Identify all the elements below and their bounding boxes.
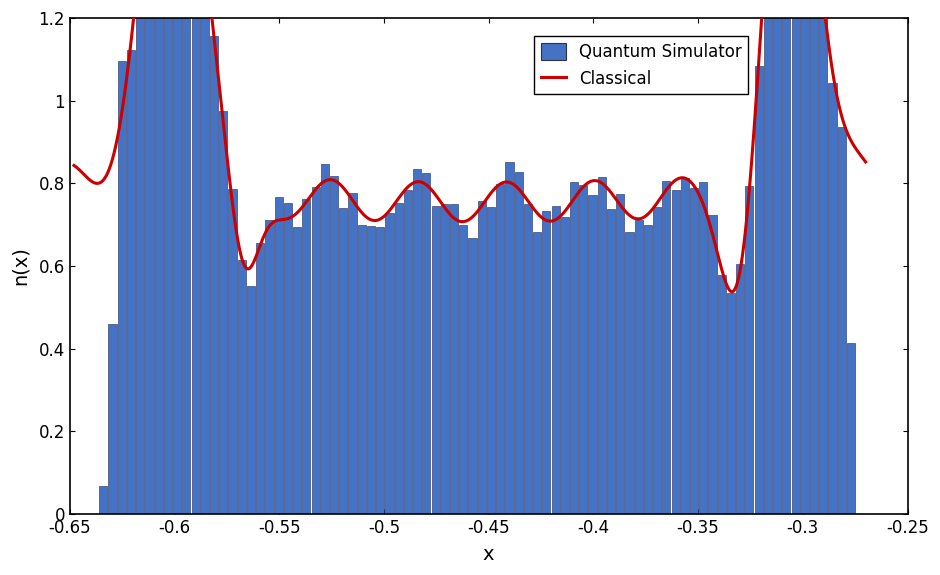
X-axis label: x: x: [483, 545, 494, 564]
Bar: [506, 162, 513, 513]
Bar: [736, 263, 744, 513]
Bar: [136, 0, 145, 513]
Bar: [653, 208, 661, 513]
Bar: [404, 190, 412, 513]
Bar: [210, 36, 218, 513]
Bar: [367, 226, 375, 513]
Bar: [321, 164, 329, 513]
Bar: [146, 0, 153, 513]
Bar: [257, 243, 264, 513]
Bar: [552, 206, 559, 513]
Bar: [524, 204, 532, 513]
Bar: [773, 0, 781, 513]
Bar: [274, 197, 283, 513]
Bar: [570, 182, 578, 513]
Bar: [478, 201, 486, 513]
Bar: [709, 214, 716, 513]
Bar: [598, 178, 605, 513]
Bar: [376, 227, 384, 513]
Bar: [496, 184, 504, 513]
Bar: [487, 207, 495, 513]
Bar: [441, 204, 449, 513]
Bar: [431, 206, 440, 513]
Bar: [303, 200, 310, 513]
Bar: [616, 194, 624, 513]
Bar: [201, 0, 209, 513]
Bar: [100, 486, 107, 513]
Bar: [828, 83, 837, 513]
Bar: [717, 275, 726, 513]
Bar: [164, 0, 172, 513]
Bar: [293, 228, 301, 513]
Bar: [542, 211, 551, 513]
Bar: [699, 182, 707, 513]
Bar: [801, 0, 809, 513]
Bar: [727, 293, 735, 513]
Bar: [413, 168, 421, 513]
Bar: [533, 232, 541, 513]
Bar: [607, 209, 615, 513]
Bar: [625, 232, 634, 513]
Bar: [671, 190, 680, 513]
Bar: [514, 172, 523, 513]
Bar: [820, 0, 827, 513]
Bar: [311, 187, 320, 513]
Bar: [219, 111, 227, 513]
Bar: [791, 0, 800, 513]
Bar: [284, 202, 292, 513]
Bar: [460, 225, 467, 513]
Bar: [588, 196, 597, 513]
Bar: [395, 203, 402, 513]
Bar: [247, 286, 255, 513]
Bar: [663, 181, 670, 513]
Bar: [764, 0, 772, 513]
Bar: [782, 0, 791, 513]
Y-axis label: n(x): n(x): [11, 247, 30, 285]
Bar: [634, 220, 643, 513]
Bar: [385, 213, 394, 513]
Bar: [358, 225, 366, 513]
Bar: [108, 324, 117, 513]
Bar: [579, 185, 588, 513]
Bar: [339, 208, 348, 513]
Bar: [192, 0, 199, 513]
Bar: [127, 49, 135, 513]
Bar: [681, 178, 689, 513]
Bar: [182, 0, 191, 513]
Bar: [690, 187, 698, 513]
Legend: Quantum Simulator, Classical: Quantum Simulator, Classical: [534, 36, 748, 94]
Bar: [838, 127, 846, 513]
Bar: [238, 260, 246, 513]
Bar: [330, 176, 338, 513]
Bar: [450, 204, 458, 513]
Bar: [155, 0, 163, 513]
Bar: [644, 225, 652, 513]
Bar: [228, 189, 237, 513]
Bar: [422, 173, 431, 513]
Bar: [173, 0, 181, 513]
Bar: [118, 61, 126, 513]
Bar: [265, 220, 274, 513]
Bar: [561, 217, 569, 513]
Bar: [745, 186, 754, 513]
Bar: [349, 193, 356, 513]
Bar: [810, 0, 818, 513]
Bar: [755, 66, 762, 513]
Bar: [468, 238, 477, 513]
Bar: [847, 343, 855, 513]
